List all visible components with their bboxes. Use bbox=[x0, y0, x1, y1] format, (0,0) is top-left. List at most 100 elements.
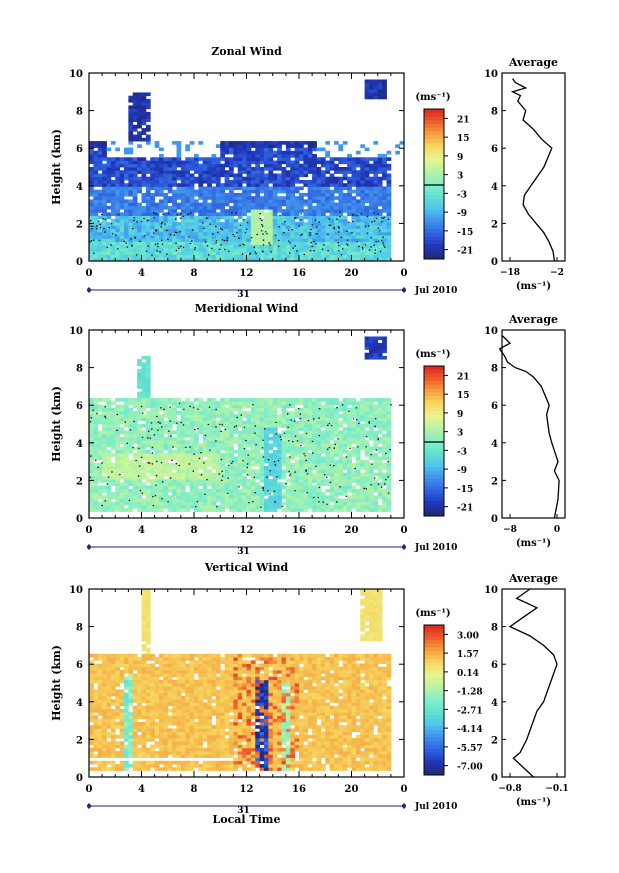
heatmap-cell bbox=[377, 89, 383, 93]
heatmap-cell bbox=[237, 248, 243, 252]
heatmap-cell bbox=[110, 167, 116, 171]
heatmap-cell bbox=[154, 192, 160, 197]
heatmap-cell bbox=[255, 215, 261, 220]
heatmap-cell bbox=[268, 420, 274, 425]
heatmap-cell bbox=[141, 443, 147, 448]
heatmap-cell bbox=[211, 449, 217, 454]
heatmap-cell bbox=[255, 179, 261, 184]
heatmap-cell bbox=[320, 420, 326, 425]
heatmap-cell bbox=[176, 505, 182, 509]
heatmap-cell bbox=[176, 459, 182, 464]
heatmap-cell bbox=[369, 342, 374, 347]
heatmap-cell bbox=[89, 699, 94, 703]
heatmap-cell bbox=[264, 212, 269, 217]
heatmap-cell bbox=[237, 472, 243, 477]
heatmap-cell bbox=[106, 251, 112, 255]
heatmap-cell bbox=[338, 215, 344, 220]
heatmap-cell bbox=[189, 443, 195, 448]
heatmap-cell bbox=[180, 505, 186, 509]
heatmap-cell bbox=[176, 225, 182, 229]
heatmap-cell bbox=[259, 485, 265, 490]
heatmap-cell bbox=[229, 163, 234, 168]
heatmap-cell bbox=[159, 192, 164, 197]
heatmap-cell bbox=[141, 212, 147, 217]
heatmap-cell bbox=[246, 157, 252, 161]
heatmap-cell bbox=[268, 505, 274, 509]
heatmap-cell bbox=[110, 472, 116, 477]
heatmap-cell bbox=[264, 167, 269, 171]
heatmap-cell bbox=[97, 738, 103, 742]
heatmap-cell bbox=[250, 248, 256, 252]
heatmap-cell bbox=[242, 141, 247, 145]
heatmap-cell bbox=[281, 231, 287, 236]
heatmap-cell bbox=[369, 414, 374, 418]
heatmap-cell bbox=[246, 218, 252, 223]
heatmap-cell bbox=[211, 488, 217, 493]
heatmap-cell bbox=[320, 196, 326, 200]
heatmap-cell bbox=[264, 173, 269, 178]
heatmap-cell bbox=[224, 160, 230, 165]
heatmap-cell bbox=[369, 346, 374, 350]
heatmap-cell bbox=[137, 105, 142, 110]
heatmap-cell bbox=[185, 235, 191, 239]
heatmap-cell bbox=[97, 251, 103, 255]
heatmap-cell bbox=[325, 446, 331, 451]
heatmap-cell bbox=[185, 446, 191, 451]
heatmap-cell bbox=[250, 160, 256, 165]
heatmap-cell bbox=[294, 225, 300, 229]
heatmap-cell bbox=[185, 238, 191, 242]
colorbar-segment bbox=[424, 433, 444, 438]
heatmap-cell bbox=[185, 449, 191, 454]
average-y-tick-label: 8 bbox=[491, 107, 498, 118]
heatmap-cell bbox=[373, 241, 379, 246]
heatmap-cell bbox=[364, 209, 370, 213]
heatmap-cell bbox=[382, 235, 387, 239]
heatmap-cell bbox=[294, 449, 300, 454]
heatmap-cell bbox=[307, 485, 313, 490]
heatmap-cell bbox=[377, 179, 383, 184]
heatmap-cell bbox=[106, 179, 112, 184]
heatmap-cell bbox=[180, 163, 186, 168]
heatmap-cell bbox=[180, 488, 186, 493]
heatmap-cell bbox=[338, 492, 344, 496]
heatmap-cell bbox=[229, 462, 234, 467]
heatmap-cell bbox=[145, 205, 151, 210]
heatmap-cell bbox=[215, 453, 221, 457]
heatmap-cell bbox=[290, 141, 296, 145]
heatmap-cell bbox=[312, 225, 317, 229]
heatmap-cell bbox=[255, 222, 261, 226]
heatmap-cell bbox=[137, 417, 142, 422]
heatmap-cell bbox=[128, 472, 134, 477]
heatmap-cell bbox=[364, 147, 370, 152]
heatmap-cell bbox=[194, 218, 199, 223]
heatmap-cell bbox=[264, 456, 269, 461]
heatmap-cell bbox=[312, 407, 317, 412]
y-tick-label: 6 bbox=[76, 401, 83, 412]
heatmap-cell bbox=[277, 244, 282, 249]
heatmap-cell bbox=[338, 254, 344, 259]
heatmap-cell bbox=[250, 505, 256, 509]
heatmap-cell bbox=[180, 427, 186, 431]
heatmap-cell bbox=[395, 144, 401, 148]
heatmap-cell bbox=[342, 430, 348, 435]
heatmap-cell bbox=[145, 498, 151, 503]
heatmap-cell bbox=[386, 407, 392, 412]
heatmap-cell bbox=[224, 453, 230, 457]
heatmap-cell bbox=[194, 176, 199, 181]
heatmap-cell bbox=[268, 179, 274, 184]
heatmap-cell bbox=[159, 508, 164, 512]
heatmap-cell bbox=[185, 430, 191, 435]
colorbar-segment bbox=[424, 418, 444, 423]
heatmap-cell bbox=[329, 449, 335, 454]
heatmap-cell bbox=[194, 248, 199, 252]
heatmap-cell bbox=[154, 238, 160, 242]
heatmap-cell bbox=[211, 430, 217, 435]
heatmap-cell bbox=[207, 411, 212, 415]
heatmap-cell bbox=[303, 228, 309, 233]
heatmap-cell bbox=[176, 257, 182, 262]
heatmap-cell bbox=[97, 443, 103, 448]
heatmap-cell bbox=[316, 469, 322, 474]
heatmap-cell bbox=[124, 479, 129, 483]
heatmap-cell bbox=[132, 453, 138, 457]
heatmap-cell bbox=[386, 411, 392, 415]
